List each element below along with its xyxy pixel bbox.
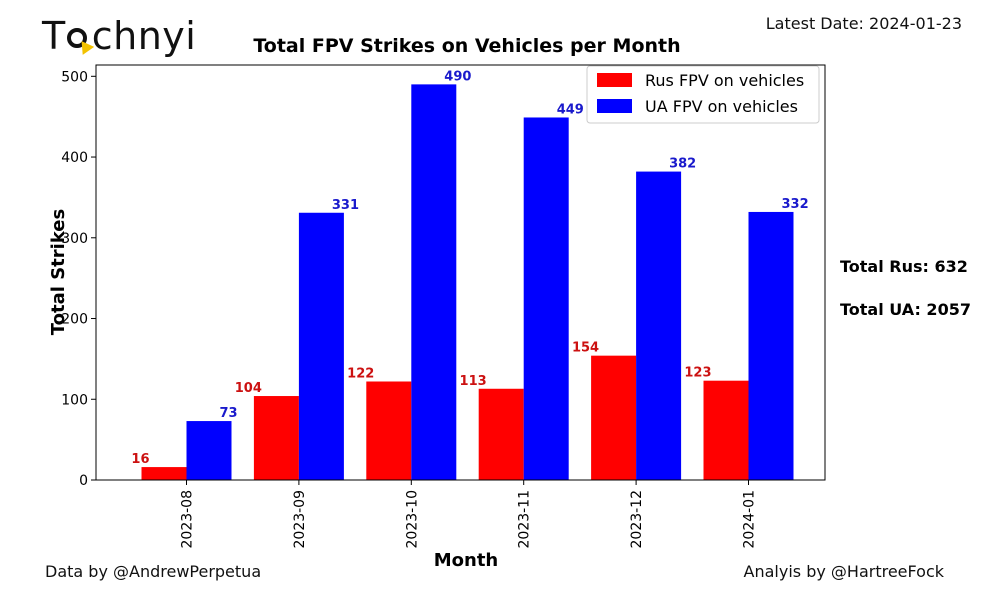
plot-area-frame — [95, 64, 826, 481]
x-tick-label-2023-12: 2023-12 — [629, 490, 645, 549]
logo-mark-icon: e — [66, 14, 92, 58]
legend-swatch-rus — [597, 73, 632, 87]
y-axis-label: Total Strikes — [48, 209, 69, 335]
bar-ua-2023-08 — [186, 421, 232, 480]
y-tick-label-100: 100 — [61, 392, 88, 408]
value-label-rus-2023-10: 122 — [347, 366, 374, 381]
legend-label-ua: UA FPV on vehicles — [645, 97, 798, 116]
value-label-ua-2023-12: 382 — [669, 157, 696, 172]
value-label-ua-2023-10: 490 — [444, 69, 471, 84]
bar-ua-2023-10 — [411, 84, 457, 480]
bar-rus-2023-11 — [478, 388, 524, 480]
bar-rus-2024-01 — [703, 380, 749, 480]
brand-name-end: chnyi — [91, 14, 197, 58]
legend-swatch-ua — [597, 99, 632, 113]
value-label-ua-2023-08: 73 — [220, 406, 238, 421]
x-tick-label-2024-01: 2024-01 — [742, 490, 758, 549]
data-credit: Data by @AndrewPerpetua — [45, 562, 262, 581]
bar-ua-2023-12 — [636, 171, 682, 481]
value-label-ua-2024-01: 332 — [782, 197, 809, 212]
bar-ua-2024-01 — [748, 211, 794, 480]
bar-rus-2023-10 — [366, 381, 412, 480]
bar-ua-2023-09 — [298, 212, 344, 480]
value-label-rus-2023-12: 154 — [572, 341, 599, 356]
x-tick-label-2023-09: 2023-09 — [292, 490, 308, 549]
brand-name-start: T — [42, 14, 66, 58]
value-label-rus-2023-08: 16 — [131, 452, 149, 467]
chart-title: Total FPV Strikes on Vehicles per Month — [253, 35, 680, 57]
latest-date: Latest Date: 2024-01-23 — [765, 14, 962, 33]
value-label-ua-2023-11: 449 — [557, 102, 584, 117]
chart-legend: Rus FPV on vehicles UA FPV on vehicles — [586, 65, 820, 124]
bar-rus-2023-09 — [253, 396, 299, 480]
total-rus: Total Rus: 632 — [840, 257, 968, 276]
legend-label-rus: Rus FPV on vehicles — [645, 71, 804, 90]
y-tick-label-500: 500 — [61, 69, 88, 85]
x-tick-label-2023-11: 2023-11 — [517, 490, 533, 549]
value-label-rus-2024-01: 123 — [684, 366, 711, 381]
brand-logo: Technyi — [42, 14, 196, 58]
y-tick-label-200: 200 — [61, 312, 88, 328]
bar-rus-2023-12 — [591, 355, 637, 480]
y-tick-label-300: 300 — [61, 231, 88, 247]
y-tick-label-0: 0 — [79, 473, 88, 489]
analysis-credit: Analyis by @HartreeFock — [743, 562, 944, 581]
total-ua: Total UA: 2057 — [840, 300, 971, 319]
x-tick-label-2023-08: 2023-08 — [180, 490, 196, 549]
x-tick-label-2023-10: 2023-10 — [404, 490, 420, 549]
value-label-rus-2023-09: 104 — [235, 381, 262, 396]
y-tick-label-400: 400 — [61, 150, 88, 166]
bar-ua-2023-11 — [523, 117, 569, 481]
bar-rus-2023-08 — [141, 467, 187, 480]
value-label-rus-2023-11: 113 — [460, 374, 487, 389]
value-label-ua-2023-09: 331 — [332, 198, 359, 213]
x-axis-label: Month — [434, 550, 499, 571]
